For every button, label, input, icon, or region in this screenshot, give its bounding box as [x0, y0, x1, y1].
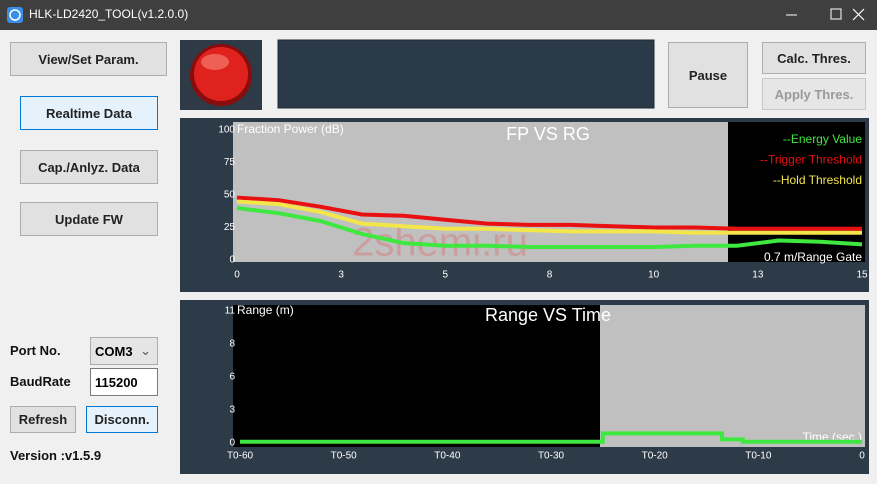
window-title: HLK-LD2420_TOOL(v1.2.0.0)	[29, 7, 188, 21]
pause-button[interactable]: Pause	[668, 42, 748, 108]
x-tick-label: T0-60	[227, 451, 254, 462]
legend-box	[728, 122, 865, 262]
x-tick-label: 13	[752, 270, 764, 281]
x-tick-label: T0-20	[642, 451, 669, 462]
x-tick-label: T0-10	[745, 451, 772, 462]
x-tick-label: 3	[338, 270, 344, 281]
dropdown-arrow: ⌄	[140, 343, 151, 358]
y-tick-label: 50	[224, 190, 236, 201]
x-tick-label: 0	[234, 270, 240, 281]
app-icon-glyph	[9, 9, 21, 21]
y-tick-label: 100	[218, 125, 235, 136]
cap-anlyz-data-button[interactable]: Cap./Anlyz. Data	[20, 150, 158, 184]
x-tick-label: 0	[859, 451, 865, 462]
y-tick-label: 0	[229, 438, 235, 449]
x-tick-label: 10	[648, 270, 660, 281]
x-tick-label: T0-30	[538, 451, 565, 462]
x-axis-label: 0.7 m/Range Gate	[764, 250, 862, 264]
data-line	[240, 431, 862, 444]
x-tick-label: 15	[856, 270, 868, 281]
version: Version :v1.5.9	[10, 448, 102, 463]
y-tick-label: 25	[224, 222, 236, 233]
x-tick-label: T0-40	[434, 451, 461, 462]
disconnect-button[interactable]: Disconn.	[86, 406, 158, 433]
y-tick-label: 75	[224, 157, 236, 168]
legend-entry: --Hold Threshold	[773, 173, 862, 187]
data-line	[236, 199, 862, 235]
port-label: Port No.	[10, 343, 61, 358]
maximize[interactable]	[830, 8, 842, 20]
x-tick-label: 8	[547, 270, 553, 281]
port-value: COM3	[95, 343, 133, 359]
refresh-button[interactable]: Refresh	[10, 406, 76, 433]
baud-input[interactable]: 115200	[90, 368, 158, 396]
data-line	[236, 206, 863, 249]
close[interactable]	[852, 8, 865, 21]
y-tick-label: 0	[229, 255, 235, 266]
y-tick-label: 6	[229, 372, 235, 383]
chart-title: Range VS Time	[485, 305, 611, 325]
chart-title: FP VS RG	[506, 124, 590, 144]
lamp-glint	[201, 54, 229, 70]
y-axis-label: Range (m)	[237, 303, 294, 317]
title-bar	[0, 0, 877, 30]
baud-label: BaudRate	[10, 374, 71, 389]
apply-thres-button: Apply Thres.	[762, 78, 866, 110]
update-fw-button[interactable]: Update FW	[20, 202, 158, 236]
y-tick-label: 11	[225, 306, 236, 317]
calc-thres-button[interactable]: Calc. Thres.	[762, 42, 866, 74]
legend-entry: --Trigger Threshold	[760, 153, 862, 167]
port-select[interactable]: COM3 ⌄	[90, 337, 158, 365]
legend-entry: --Energy Value	[783, 132, 862, 146]
x-tick-label: 5	[443, 270, 449, 281]
plot-history	[233, 305, 600, 447]
y-tick-label: 3	[229, 405, 235, 416]
y-axis-label: Fraction Power (dB)	[237, 122, 344, 136]
view-set-param-button[interactable]: View/Set Param.	[10, 42, 167, 76]
realtime-data-button[interactable]: Realtime Data	[20, 96, 158, 130]
data-line	[236, 195, 862, 231]
y-tick-label: 8	[229, 339, 235, 350]
status-display	[277, 39, 655, 109]
x-tick-label: T0-50	[331, 451, 358, 462]
